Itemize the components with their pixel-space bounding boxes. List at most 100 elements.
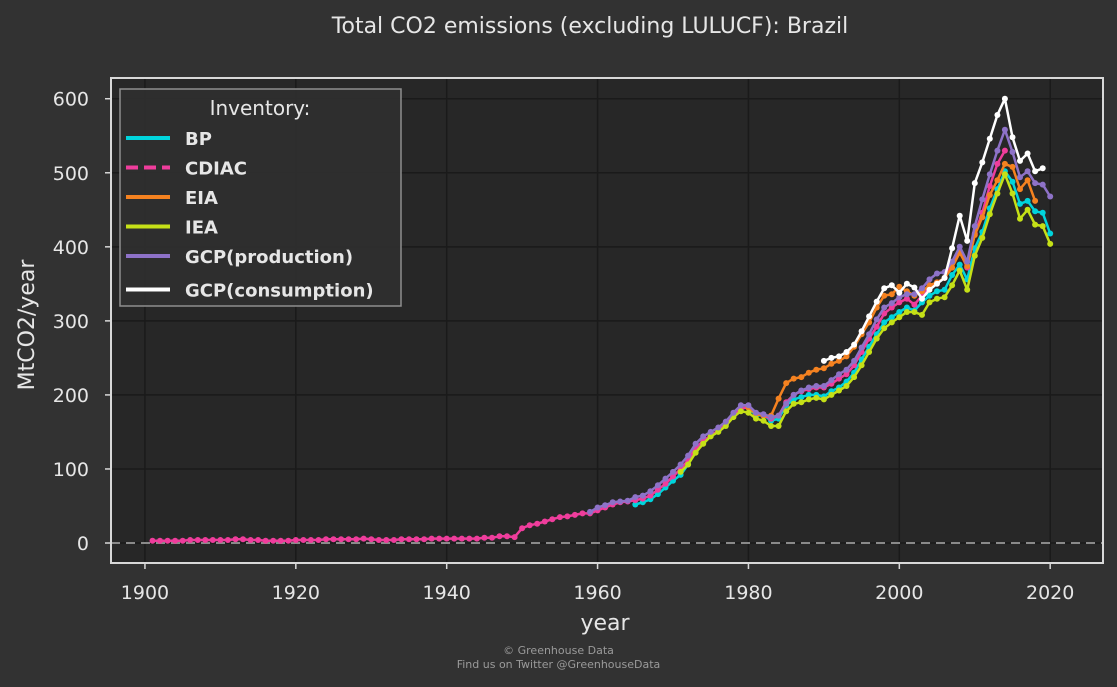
data-point-gcp-production [934,270,940,277]
data-point-cdiac [428,535,435,542]
data-point-gcp-production [647,488,654,495]
data-point-eia [964,263,971,270]
data-point-cdiac [466,535,473,542]
data-point-gcp-production [685,452,692,459]
data-point-gcp-consumption [994,112,1001,118]
data-point-iea [737,408,744,415]
data-point-iea [949,282,956,289]
credit-line-2: Find us on Twitter @GreenhouseData [456,658,661,671]
data-point-cdiac [1001,147,1008,154]
data-point-cdiac [888,304,895,311]
data-point-cdiac [398,536,405,543]
data-point-cdiac [654,486,661,493]
data-point-bp [881,319,888,326]
chart-title: Total CO2 emissions (excluding LULUCF): … [331,14,848,39]
data-point-gcp-consumption [896,289,903,296]
data-point-gcp-production [926,276,933,283]
data-point-cdiac [496,533,503,540]
data-point-bp [798,394,805,401]
data-point-cdiac [534,520,541,527]
data-point-bp [956,261,963,268]
data-point-eia [979,214,986,221]
data-point-gcp-production [986,171,993,178]
data-point-cdiac [353,536,360,543]
legend-label-iea: IEA [185,218,218,239]
data-point-iea [1009,190,1016,197]
data-point-bp [888,314,895,321]
data-point-cdiac [843,371,850,378]
data-point-iea [843,383,850,389]
y-tick-label: 400 [53,237,89,259]
data-point-bp [1047,230,1054,237]
series-gcp-consumption [820,95,1046,364]
data-point-cdiac [896,299,903,306]
data-point-gcp-production [594,504,601,511]
data-point-gcp-production [949,258,956,265]
data-point-iea [768,423,775,429]
data-point-gcp-consumption [941,274,948,281]
data-point-cdiac [179,537,186,544]
data-point-gcp-production [745,402,752,409]
data-point-gcp-consumption [934,280,940,287]
data-point-bp [805,391,812,398]
data-point-iea [979,234,986,241]
data-point-cdiac [330,536,337,543]
data-point-eia [1024,177,1031,184]
y-tick-label: 500 [53,163,89,185]
data-point-iea [896,314,903,321]
data-point-gcp-production [1009,149,1016,155]
data-point-bp [1009,178,1016,185]
data-point-iea [1039,223,1046,230]
x-tick-label: 1960 [573,582,621,604]
data-point-gcp-production [843,366,850,373]
data-point-gcp-production [911,291,918,298]
data-point-gcp-production [1017,174,1023,181]
data-point-cdiac [647,492,654,499]
data-point-gcp-consumption [964,237,971,244]
x-axis-label: year [580,611,630,636]
data-point-iea [707,433,714,440]
data-point-iea [820,396,827,403]
data-point-eia [836,357,842,364]
data-point-gcp-production [1047,193,1054,200]
data-point-cdiac [873,323,880,330]
legend-label-bp: BP [185,129,212,150]
series-iea [677,171,1054,475]
data-point-iea [919,311,925,318]
data-point-cdiac [194,537,201,543]
data-point-cdiac [549,516,556,523]
data-point-gcp-consumption [1039,165,1046,172]
data-point-cdiac [526,522,533,529]
data-point-cdiac [383,537,390,543]
legend-label-eia: EIA [185,188,218,209]
data-point-cdiac [157,537,163,544]
data-point-iea [715,428,722,435]
data-point-gcp-consumption [1032,168,1039,175]
data-point-cdiac [903,295,910,302]
data-point-gcp-production [617,498,624,505]
data-point-gcp-production [624,497,631,504]
data-point-iea [866,349,873,355]
data-point-cdiac [451,535,458,542]
data-point-bp [1017,200,1023,207]
data-point-cdiac [368,536,375,543]
data-point-cdiac [277,537,284,544]
data-point-iea [934,295,940,302]
data-point-cdiac [315,537,322,543]
data-point-bp [926,292,933,299]
data-point-iea [685,461,692,468]
data-point-bp [949,272,956,278]
data-point-iea [858,362,865,369]
data-point-iea [745,409,752,416]
data-point-cdiac [345,536,352,543]
data-point-cdiac [292,537,299,543]
data-point-gcp-production [903,291,910,298]
data-point-gcp-production [730,409,737,416]
data-point-gcp-production [881,304,888,311]
data-point-iea [836,387,842,394]
data-point-gcp-consumption [888,282,895,289]
data-point-gcp-production [858,344,865,351]
data-point-gcp-production [768,414,775,421]
data-point-bp [1039,209,1046,216]
